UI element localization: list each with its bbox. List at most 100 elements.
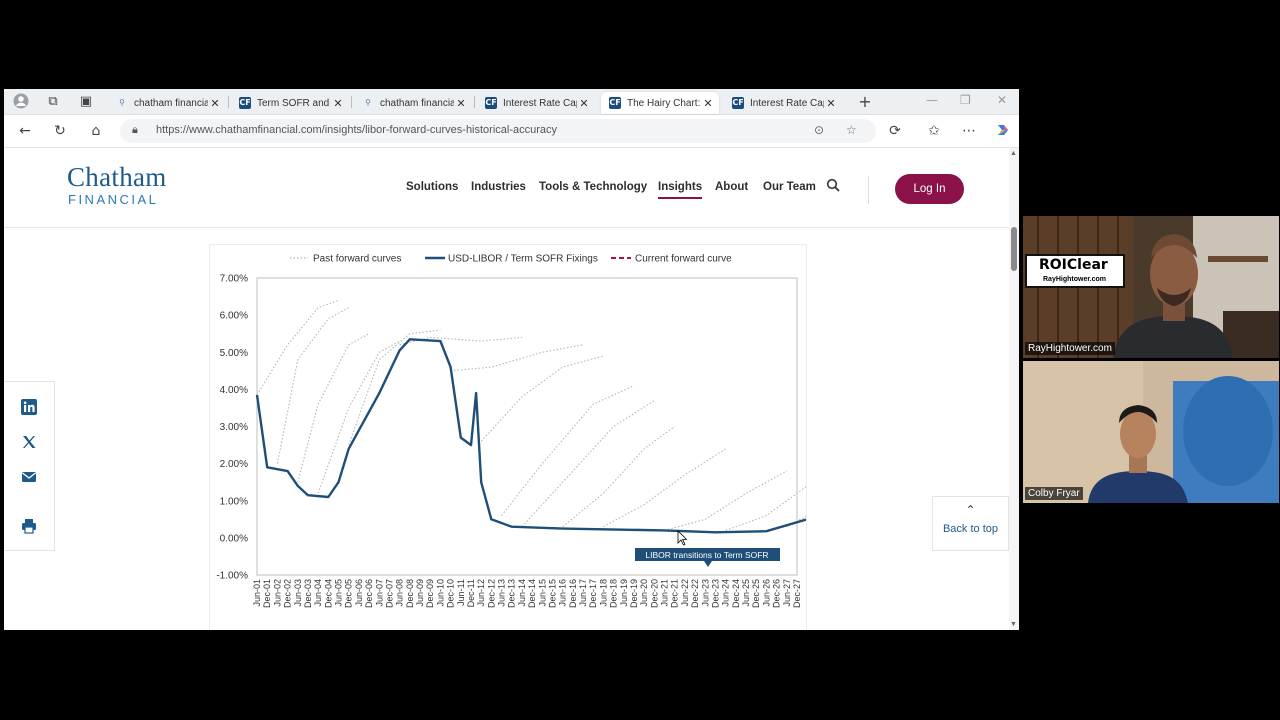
scroll-up-arrow-icon[interactable]: ▲ bbox=[1010, 150, 1017, 157]
legend-label-past: Past forward curves bbox=[313, 254, 401, 265]
x-tick-label: Dec-20 bbox=[649, 579, 659, 608]
new-tab-icon[interactable]: + bbox=[858, 92, 872, 111]
tab-close-icon[interactable]: ✕ bbox=[703, 96, 713, 110]
lock-icon: 🔒︎ bbox=[132, 123, 138, 136]
x-tick-label: Jun-09 bbox=[415, 579, 425, 607]
x-tick-label: Dec-05 bbox=[344, 579, 354, 608]
chatham-favicon-icon: CF bbox=[239, 97, 251, 109]
past-forward-curve bbox=[664, 470, 788, 531]
x-twitter-icon[interactable] bbox=[21, 434, 37, 450]
browser-tab[interactable]: ⚲ chatham financial ✕ bbox=[354, 92, 472, 114]
y-tick-label: 7.00% bbox=[220, 274, 248, 285]
x-tick-label: Jun-08 bbox=[395, 579, 405, 607]
x-tick-label: Dec-13 bbox=[507, 579, 517, 608]
scrollbar-thumb[interactable] bbox=[1011, 227, 1017, 271]
address-bar[interactable]: 🔒︎ https://www.chathamfinancial.com/insi… bbox=[120, 119, 876, 143]
annotation-box bbox=[635, 548, 780, 567]
x-tick-label: Dec-11 bbox=[466, 579, 476, 607]
nav-industries[interactable]: Industries bbox=[471, 181, 526, 193]
nav-our-team[interactable]: Our Team bbox=[763, 181, 816, 193]
back-to-top-button[interactable]: ⌃ Back to top bbox=[932, 496, 1009, 551]
mouse-cursor-icon bbox=[677, 530, 688, 546]
video-tile-colby[interactable]: Colby Fryar bbox=[1023, 361, 1279, 503]
x-tick-label: Jun-13 bbox=[497, 579, 507, 607]
nav-insights[interactable]: Insights bbox=[658, 181, 703, 199]
tab-close-icon[interactable]: ✕ bbox=[210, 96, 220, 110]
browser-tab[interactable]: CF Interest Rate Cap ✕ bbox=[724, 92, 842, 114]
linkedin-icon[interactable] bbox=[21, 399, 37, 415]
tab-close-icon[interactable]: ✕ bbox=[826, 96, 836, 110]
x-tick-label: Dec-21 bbox=[670, 579, 680, 608]
x-tick-label: Dec-08 bbox=[405, 579, 415, 608]
scroll-down-arrow-icon[interactable]: ▼ bbox=[1010, 621, 1017, 628]
past-forward-curve bbox=[725, 455, 849, 531]
back-icon[interactable]: ← bbox=[19, 123, 31, 139]
past-forward-curve bbox=[521, 400, 655, 528]
x-tick-label: Jun-25 bbox=[741, 579, 751, 607]
tab-close-icon[interactable]: ✕ bbox=[456, 96, 466, 110]
header-divider bbox=[4, 227, 1009, 228]
tab-title: Interest Rate Cap bbox=[503, 97, 577, 109]
tab-title: chatham financial bbox=[380, 97, 454, 109]
video-tile-ray[interactable]: ROIClear RayHightower.com RayHightower.c… bbox=[1023, 216, 1279, 358]
print-icon[interactable] bbox=[21, 518, 37, 534]
page-scrollbar[interactable]: ▲ ▼ bbox=[1009, 148, 1019, 630]
close-window-icon[interactable]: ✕ bbox=[997, 93, 1008, 107]
favorite-star-icon[interactable]: ☆ bbox=[846, 123, 857, 137]
login-button[interactable]: Log In bbox=[895, 174, 964, 204]
logo-main[interactable]: Chatham bbox=[67, 162, 167, 192]
y-tick-label: 3.00% bbox=[220, 422, 248, 433]
x-tick-label: Dec-23 bbox=[710, 579, 720, 608]
minimize-icon[interactable]: — bbox=[926, 93, 938, 107]
refresh-icon[interactable]: ↻ bbox=[54, 123, 66, 139]
y-tick-label: 1.00% bbox=[220, 496, 248, 507]
browser-tab[interactable]: CF The Hairy Chart: H✕ bbox=[601, 92, 719, 114]
tab-actions-icon[interactable]: ▣ bbox=[79, 94, 93, 109]
x-tick-label: Jun-16 bbox=[558, 579, 568, 607]
x-tick-label: Jun-24 bbox=[721, 579, 731, 607]
home-icon[interactable]: ⌂ bbox=[91, 123, 101, 139]
x-tick-label: Jun-17 bbox=[578, 579, 588, 607]
x-tick-label: Dec-22 bbox=[690, 579, 700, 608]
x-tick-label: Dec-26 bbox=[772, 579, 782, 608]
x-tick-label: Jun-18 bbox=[598, 579, 608, 607]
favorites-icon[interactable]: ✩ bbox=[928, 123, 940, 139]
x-tick-label: Jun-14 bbox=[517, 579, 527, 607]
y-tick-label: 4.00% bbox=[220, 385, 248, 396]
x-tick-label: Jun-22 bbox=[680, 579, 690, 607]
browser-tab[interactable]: CF Interest Rate Cap ✕ bbox=[477, 92, 595, 114]
logo-sub[interactable]: FINANCIAL bbox=[68, 192, 159, 207]
restore-icon[interactable]: ❐ bbox=[960, 93, 971, 107]
copilot-icon[interactable] bbox=[994, 122, 1012, 140]
collections-icon[interactable]: ⧉ bbox=[48, 94, 58, 109]
browser-tab[interactable]: CF Term SOFR and Tr✕ bbox=[231, 92, 349, 114]
search-icon[interactable] bbox=[826, 178, 840, 196]
participant-name-ray: RayHightower.com bbox=[1025, 342, 1115, 355]
email-icon[interactable] bbox=[21, 469, 37, 485]
roiclear-sign-title: ROIClear bbox=[1039, 257, 1108, 273]
x-tick-label: Dec-19 bbox=[629, 579, 639, 608]
tab-close-icon[interactable]: ✕ bbox=[333, 96, 343, 110]
tab-close-icon[interactable]: ✕ bbox=[579, 96, 589, 110]
chatham-favicon-icon: CF bbox=[732, 97, 744, 109]
tab-title: chatham financial bbox=[134, 97, 208, 109]
profile-icon[interactable] bbox=[12, 93, 30, 111]
nav-about[interactable]: About bbox=[715, 181, 749, 193]
read-aloud-icon[interactable]: ⊙ bbox=[814, 123, 825, 137]
legend-label-current: Current forward curve bbox=[635, 254, 732, 265]
browser-tab[interactable]: ⚲ chatham financial ✕ bbox=[108, 92, 226, 114]
nav-solutions[interactable]: Solutions bbox=[406, 181, 459, 193]
y-tick-label: 0.00% bbox=[220, 533, 248, 544]
x-tick-label: Jun-03 bbox=[293, 579, 303, 607]
address-bar-row: ← ↻ ⌂ 🔒︎ https://www.chathamfinancial.co… bbox=[4, 115, 1019, 148]
nav-tools-technology[interactable]: Tools & Technology bbox=[539, 181, 648, 193]
x-tick-label: Dec-10 bbox=[446, 579, 456, 608]
roiclear-sign-url: RayHightower.com bbox=[1043, 276, 1107, 283]
extensions-icon[interactable]: ⟳ bbox=[889, 123, 901, 139]
webcam-colby-scene bbox=[1023, 361, 1279, 503]
url-text[interactable]: https://www.chathamfinancial.com/insight… bbox=[156, 124, 558, 136]
past-forward-curve bbox=[450, 344, 584, 372]
more-menu-icon[interactable]: ⋯ bbox=[962, 123, 976, 139]
